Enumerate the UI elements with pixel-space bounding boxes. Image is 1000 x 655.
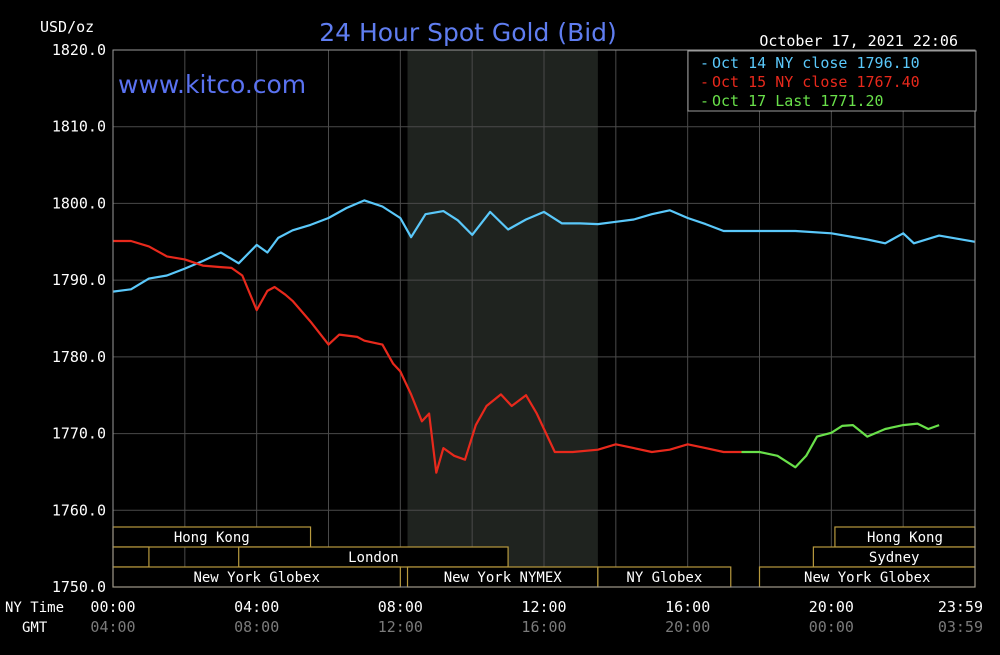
x-tick-label-ny: 08:00 <box>378 598 423 616</box>
session-label: New York Globex <box>804 570 930 586</box>
session-label: New York Globex <box>193 570 319 586</box>
legend-item-oct14: Oct 14 NY close 1796.10 <box>712 54 920 72</box>
y-axis-ticks: 1820.0 1810.0 1800.0 1790.0 1780.0 1770.0 1760… <box>52 41 106 596</box>
plot-border <box>112 49 976 588</box>
y-axis-unit-label: USD/oz <box>40 18 94 36</box>
legend-marker-oct15: - <box>700 73 709 91</box>
y-tick-label: 1810.0 <box>52 118 106 136</box>
nymex-session-shade <box>407 50 598 587</box>
y-tick-label: 1820.0 <box>52 41 106 59</box>
chart-timestamp: October 17, 2021 22:06 <box>759 32 958 50</box>
session-label: NY Globex <box>626 570 702 586</box>
grid-lines <box>112 49 976 588</box>
x-tick-label-gmt: 08:00 <box>234 618 279 636</box>
y-tick-label: 1800.0 <box>52 194 106 212</box>
y-tick-label: 1770.0 <box>52 425 106 443</box>
session-label: London <box>348 550 399 566</box>
session-label: Sydney <box>869 550 920 566</box>
session-label: Hong Kong <box>867 530 943 546</box>
session-shade-rect <box>407 50 598 587</box>
x-tick-label-gmt: 04:00 <box>90 618 135 636</box>
x-tick-label-gmt: 16:00 <box>521 618 566 636</box>
gmt-row-label: GMT <box>22 620 48 636</box>
x-tick-label-ny: 23:59 <box>938 598 983 616</box>
kitco-watermark: www.kitco.com <box>118 70 306 99</box>
price-series <box>112 199 976 474</box>
ny-time-row-label: NY Time <box>5 600 64 616</box>
x-tick-label-gmt: 12:00 <box>378 618 423 636</box>
chart-title: 24 Hour Spot Gold (Bid) <box>319 18 617 47</box>
x-tick-label-ny: 12:00 <box>521 598 566 616</box>
y-tick-label: 1760.0 <box>52 501 106 519</box>
legend: - Oct 14 NY close 1796.10 - Oct 15 NY cl… <box>687 50 977 112</box>
series-line-1 <box>113 239 742 474</box>
x-tick-label-ny: 20:00 <box>809 598 854 616</box>
x-tick-label-gmt: 03:59 <box>938 618 983 636</box>
session-label: Hong Kong <box>174 530 250 546</box>
series-line-0 <box>112 199 976 293</box>
x-axis-ticks: 00:00 04:00 04:00 08:00 08:00 12:00 12:00 16:00… <box>90 598 983 636</box>
x-tick-label-ny: 04:00 <box>234 598 279 616</box>
legend-marker-oct14: - <box>700 54 709 72</box>
session-label: New York NYMEX <box>444 570 563 586</box>
legend-box <box>687 50 977 112</box>
session-box <box>112 546 150 568</box>
x-tick-label-gmt: 00:00 <box>809 618 854 636</box>
x-tick-label-gmt: 20:00 <box>665 618 710 636</box>
x-tick-label-ny: 00:00 <box>90 598 135 616</box>
legend-marker-oct17: - <box>700 92 709 110</box>
y-tick-label: 1780.0 <box>52 348 106 366</box>
legend-item-oct17: Oct 17 Last 1771.20 <box>712 92 884 110</box>
series-line-2 <box>741 422 940 469</box>
legend-item-oct15: Oct 15 NY close 1767.40 <box>712 73 920 91</box>
y-tick-label: 1750.0 <box>52 578 106 596</box>
x-tick-label-ny: 16:00 <box>665 598 710 616</box>
y-tick-label: 1790.0 <box>52 271 106 289</box>
